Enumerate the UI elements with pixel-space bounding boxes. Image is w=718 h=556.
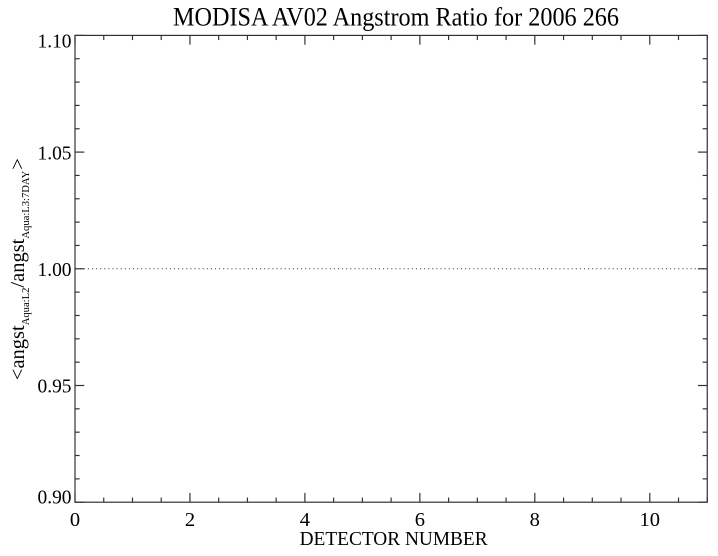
svg-text:1.10: 1.10 [38,30,72,52]
svg-text:DETECTOR NUMBER: DETECTOR NUMBER [300,528,488,550]
svg-text:Aqua:L2: Aqua:L2 [21,288,32,326]
svg-text:/angst: /angst [7,238,29,287]
svg-text:>: > [7,158,29,170]
svg-text:0.90: 0.90 [38,487,72,509]
svg-text:1.00: 1.00 [38,259,72,281]
svg-text:0: 0 [70,509,80,531]
svg-text:8: 8 [530,509,540,531]
svg-text:10: 10 [640,509,661,531]
svg-text:2: 2 [185,509,195,531]
svg-text:<angst: <angst [7,325,29,380]
svg-text:0.95: 0.95 [38,376,72,398]
svg-text:4: 4 [300,509,310,531]
svg-text:Aqua:L3:7DAY: Aqua:L3:7DAY [21,170,32,238]
svg-text:1.05: 1.05 [38,143,72,165]
svg-text:MODISA AV02 Angstrom Ratio for: MODISA AV02 Angstrom Ratio for 2006 266 [173,3,619,32]
svg-text:6: 6 [415,509,425,531]
